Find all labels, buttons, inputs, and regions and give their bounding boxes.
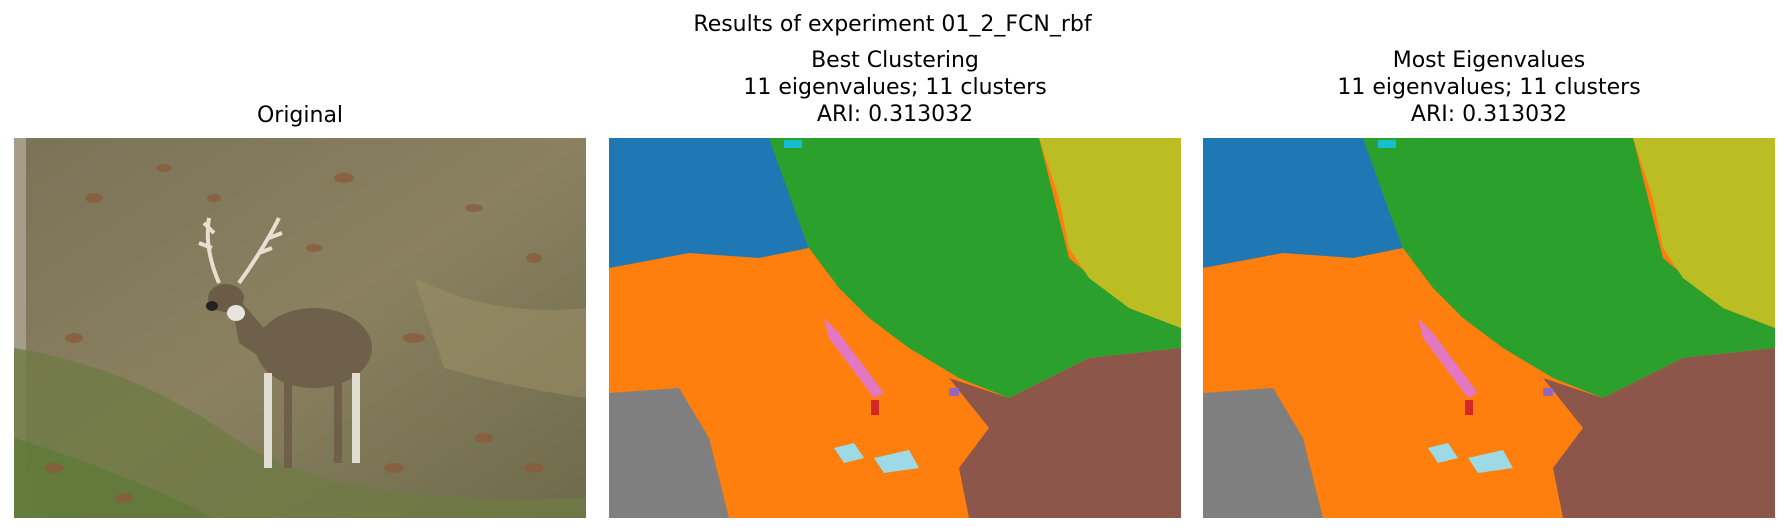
segmentation-map-most	[1203, 138, 1775, 518]
panel-best-title-line3: ARI: 0.313032	[816, 102, 974, 127]
panel-most-title-line2: 11 eigenvalues; 11 clusters	[1337, 75, 1641, 100]
panel-original-title: Original	[256, 103, 344, 128]
deer-figure	[198, 217, 372, 468]
segmentation-map-best	[609, 138, 1181, 518]
panel-most-title-line1: Most Eigenvalues	[1392, 48, 1586, 73]
panel-best-title-line1: Best Clustering	[811, 48, 979, 73]
deer-photo-drawing	[14, 138, 586, 518]
panel-most-title-line3: ARI: 0.313032	[1410, 102, 1568, 127]
figure-suptitle: Results of experiment 01_2_FCN_rbf	[693, 12, 1092, 37]
panel-best-title-line2: 11 eigenvalues; 11 clusters	[743, 75, 1047, 100]
original-photo	[14, 138, 586, 518]
most-eigenvalues-segmentation	[1203, 138, 1775, 518]
best-clustering-segmentation	[609, 138, 1181, 518]
